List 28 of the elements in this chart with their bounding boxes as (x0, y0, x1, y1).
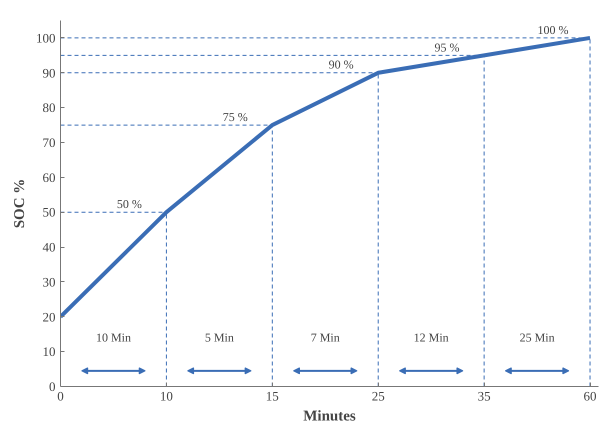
x-tick-label: 60 (584, 388, 597, 404)
y-tick-label: 70 (42, 135, 56, 150)
annotation: 100 % (537, 22, 568, 37)
y-tick-label: 50 (42, 204, 56, 220)
y-tick-label: 90 (42, 65, 56, 80)
annotation: 75 % (222, 110, 248, 124)
annotation: 50 % (116, 197, 142, 212)
annotation: 25 Min (520, 330, 555, 345)
x-tick-label: 10 (160, 388, 173, 404)
y-axis-title: SOC % (12, 178, 28, 228)
annotation: 7 Min (310, 330, 340, 345)
annotation: 12 Min (414, 330, 449, 345)
y-tick-label: 40 (42, 240, 56, 255)
y-tick-label: 100 (36, 30, 56, 46)
y-tick-label: 20 (42, 309, 56, 324)
y-tick-label: 10 (42, 344, 56, 360)
annotation: 5 Min (204, 330, 234, 345)
annotation: 90 % (328, 58, 354, 72)
annotation: 95 % (434, 40, 460, 54)
y-tick-label: 60 (42, 170, 56, 185)
y-tick-label: 80 (42, 100, 56, 116)
x-tick-label: 15 (266, 388, 279, 404)
y-tick-label: 0 (49, 379, 56, 394)
x-tick-label: 35 (478, 388, 491, 404)
y-tick-label: 30 (42, 274, 56, 290)
x-axis-title: Minutes (303, 408, 356, 424)
x-tick-label: 25 (372, 388, 385, 404)
annotation: 10 Min (96, 330, 131, 345)
